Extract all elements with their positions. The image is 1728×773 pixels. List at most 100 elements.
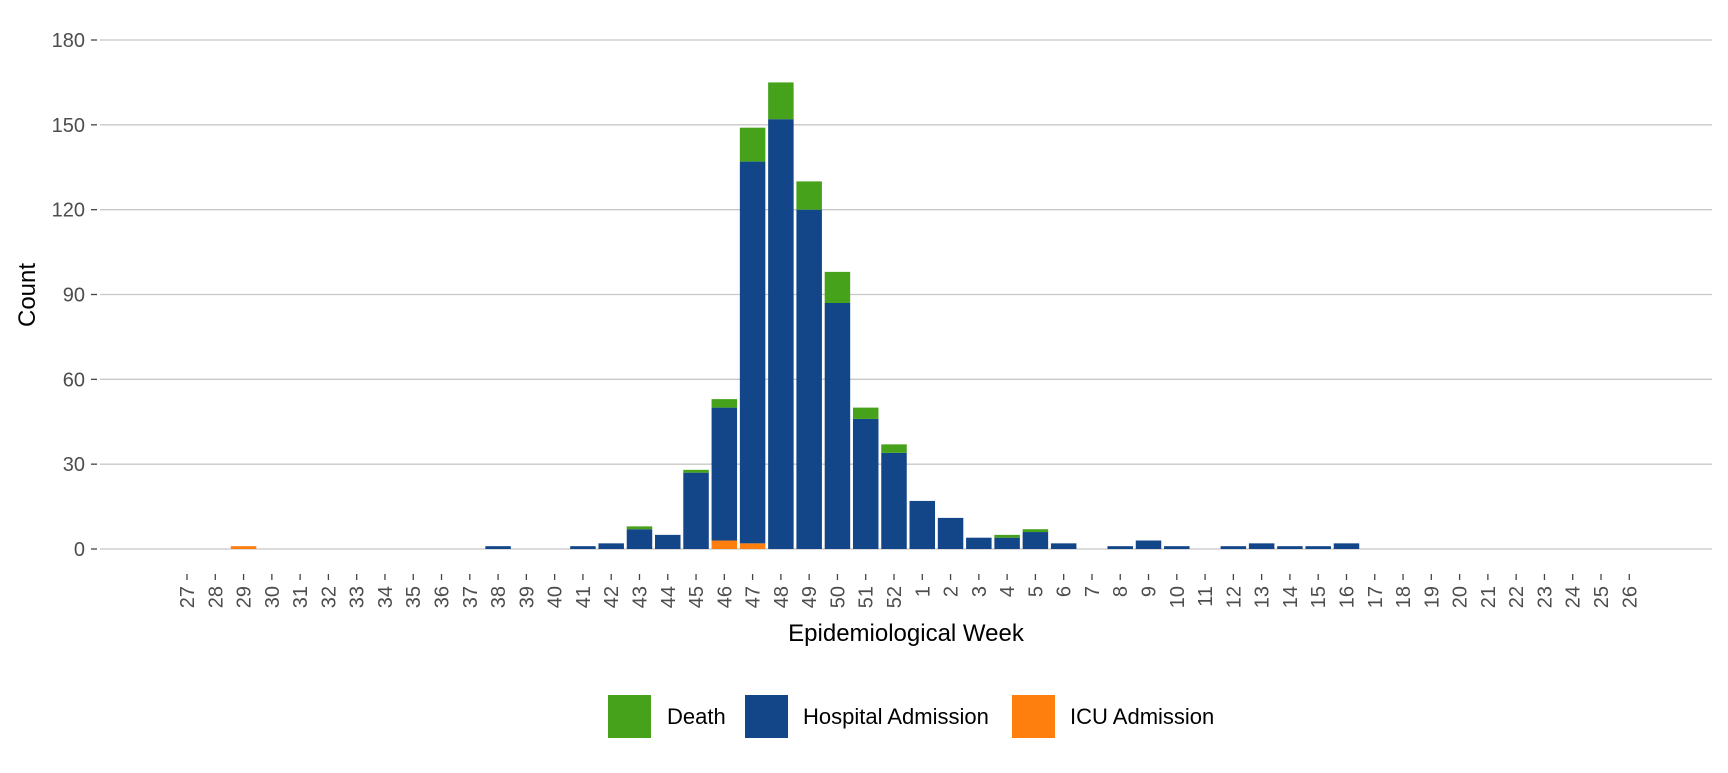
x-tick-label: 16 — [1336, 586, 1358, 608]
y-tick-label: 180 — [52, 30, 85, 52]
bar-hospital-admission-week-8 — [1107, 546, 1133, 549]
bar-hospital-admission-week-14 — [1277, 546, 1303, 549]
x-tick-label: 44 — [658, 586, 680, 608]
x-tick-label: 45 — [686, 586, 708, 608]
legend-swatch-hospital-admission — [745, 695, 788, 738]
x-tick-label: 41 — [573, 586, 595, 608]
bar-icu-admission-week-29 — [230, 546, 257, 549]
x-tick-label: 47 — [743, 586, 765, 608]
legend-label-hospital-admission: Hospital Admission — [803, 704, 989, 729]
x-tick-label: 19 — [1421, 586, 1443, 608]
x-tick-label: 36 — [432, 586, 454, 608]
y-tick-label: 0 — [74, 539, 85, 561]
x-tick-label: 3 — [969, 586, 991, 597]
x-tick-label: 46 — [714, 586, 736, 608]
bar-hospital-admission-week-46 — [711, 407, 738, 541]
legend: Death Hospital Admission ICU Admission — [608, 695, 1214, 738]
x-tick-label: 21 — [1478, 586, 1500, 608]
x-tick-label: 20 — [1450, 586, 1472, 608]
y-tick-label: 60 — [63, 369, 85, 391]
x-tick-label: 33 — [347, 586, 369, 608]
x-tick-label: 18 — [1393, 586, 1415, 608]
x-tick-label: 8 — [1110, 586, 1132, 597]
bar-hospital-admission-week-38 — [485, 546, 511, 549]
x-tick-label: 30 — [262, 586, 284, 608]
x-tick-label: 9 — [1139, 586, 1161, 597]
bar-death-week-5 — [1022, 529, 1049, 533]
gridlines — [100, 39, 1712, 550]
x-tick-label: 4 — [997, 586, 1019, 597]
x-tick-label: 13 — [1252, 586, 1274, 608]
bar-death-week-4 — [994, 534, 1020, 538]
bar-death-week-51 — [852, 407, 879, 419]
x-axis: 27 28 29 30 31 32 33 34 35 36 37 38 39 40 41 42 43 44 45 46… — [177, 574, 1641, 608]
y-tick-label: 90 — [63, 285, 85, 307]
bar-death-week-48 — [768, 82, 794, 120]
x-tick-label: 35 — [403, 586, 425, 608]
x-tick-label: 50 — [827, 586, 849, 608]
bar-hospital-admission-week-13 — [1248, 543, 1275, 549]
y-tick-label: 120 — [52, 200, 85, 222]
bar-hospital-admission-week-43 — [626, 529, 653, 549]
x-tick-label: 14 — [1280, 586, 1302, 608]
bar-hospital-admission-week-49 — [796, 209, 822, 549]
bar-hospital-admission-week-9 — [1135, 540, 1162, 549]
x-tick-label: 32 — [318, 586, 340, 608]
legend-label-icu-admission: ICU Admission — [1070, 704, 1214, 729]
x-tick-label: 26 — [1619, 586, 1641, 608]
bar-hospital-admission-week-12 — [1220, 546, 1247, 549]
bar-hospital-admission-week-45 — [683, 472, 709, 549]
x-tick-label: 49 — [799, 586, 821, 608]
x-tick-label: 17 — [1365, 586, 1387, 608]
x-tick-label: 2 — [941, 586, 963, 597]
x-tick-label: 48 — [771, 586, 793, 608]
x-tick-label: 24 — [1563, 586, 1585, 608]
x-tick-label: 5 — [1025, 586, 1047, 597]
bar-hospital-admission-week-50 — [824, 302, 851, 549]
bar-hospital-admission-week-10 — [1164, 546, 1190, 549]
x-tick-label: 52 — [884, 586, 906, 608]
y-tick-label: 30 — [63, 454, 85, 476]
x-tick-label: 22 — [1506, 586, 1528, 608]
bar-hospital-admission-week-2 — [937, 517, 964, 549]
bar-hospital-admission-week-4 — [994, 537, 1020, 549]
x-tick-label: 29 — [234, 586, 256, 608]
bar-hospital-admission-week-5 — [1022, 532, 1049, 549]
bar-death-week-50 — [824, 271, 851, 303]
x-tick-label: 11 — [1195, 586, 1217, 607]
x-tick-label: 28 — [205, 586, 227, 608]
x-tick-label: 25 — [1591, 586, 1613, 608]
y-axis: 0 30 60 90 120 150 180 — [52, 30, 97, 561]
bar-death-week-45 — [683, 469, 709, 473]
x-tick-label: 12 — [1223, 586, 1245, 608]
bar-hospital-admission-week-47 — [739, 161, 766, 544]
bar-death-week-47 — [739, 127, 766, 162]
bar-icu-admission-week-47 — [739, 543, 766, 549]
bar-icu-admission-week-46 — [711, 540, 738, 549]
x-tick-label: 7 — [1082, 586, 1104, 597]
bar-hospital-admission-week-42 — [598, 543, 624, 549]
bar-hospital-admission-week-6 — [1050, 543, 1077, 549]
legend-swatch-death — [608, 695, 651, 738]
bar-death-week-46 — [711, 399, 738, 408]
x-tick-label: 23 — [1534, 586, 1556, 608]
x-tick-label: 10 — [1167, 586, 1189, 608]
bar-hospital-admission-week-48 — [768, 119, 794, 549]
bar-hospital-admission-week-3 — [966, 537, 992, 549]
x-tick-label: 51 — [856, 586, 878, 608]
x-tick-label: 6 — [1054, 586, 1076, 597]
legend-label-death: Death — [667, 704, 726, 729]
y-tick-label: 150 — [52, 115, 85, 137]
x-tick-label: 43 — [629, 586, 651, 608]
bar-death-week-52 — [881, 444, 907, 453]
bar-death-week-49 — [796, 181, 822, 210]
x-tick-label: 38 — [488, 586, 510, 608]
x-tick-label: 34 — [375, 586, 397, 608]
x-tick-label: 27 — [177, 586, 199, 608]
bar-hospital-admission-week-44 — [655, 534, 681, 549]
x-tick-label: 15 — [1308, 586, 1330, 608]
bar-death-week-43 — [626, 526, 653, 530]
bar-hospital-admission-week-16 — [1333, 543, 1360, 549]
bars — [230, 82, 1360, 549]
x-tick-label: 39 — [516, 586, 538, 608]
